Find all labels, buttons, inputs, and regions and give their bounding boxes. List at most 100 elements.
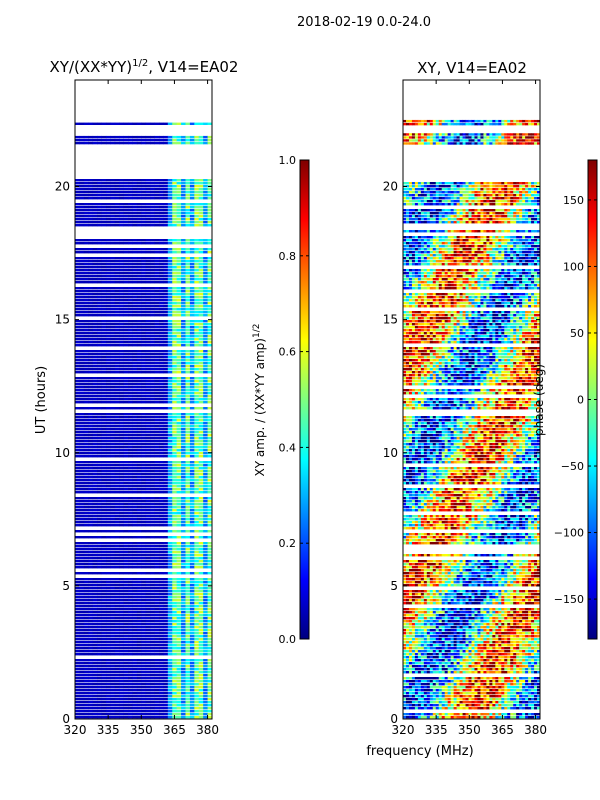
heatmap-cell [207, 437, 213, 440]
heatmap-cell [114, 380, 120, 383]
heatmap-cell [132, 287, 138, 290]
heatmap-cell [132, 371, 138, 374]
heatmap-cell [75, 668, 80, 671]
heatmap-cell [114, 671, 120, 674]
heatmap-cell [75, 578, 80, 581]
heatmap-cell [128, 551, 133, 554]
heatmap-cell [145, 572, 151, 575]
heatmap-cell [163, 209, 169, 212]
heatmap-cell [79, 290, 85, 293]
heatmap-cell [114, 344, 120, 347]
heatmap-cell [110, 263, 116, 266]
heatmap-cell [123, 203, 129, 206]
heatmap-cell [136, 218, 142, 221]
heatmap-cell [163, 647, 169, 650]
heatmap-cell [203, 584, 208, 587]
heatmap-cell [163, 320, 169, 323]
heatmap-cell [207, 380, 213, 383]
heatmap-cell [141, 611, 147, 614]
heatmap-cell [83, 623, 89, 626]
heatmap-cell [176, 707, 182, 710]
heatmap-cell [172, 554, 178, 557]
heatmap-cell [172, 572, 178, 575]
heatmap-cell [194, 659, 200, 662]
heatmap-cell [172, 377, 178, 380]
heatmap-cell [167, 626, 173, 629]
heatmap-cell [172, 560, 178, 563]
heatmap-cell [136, 692, 142, 695]
heatmap-cell [203, 179, 208, 182]
heatmap-cell [145, 335, 151, 338]
heatmap-cell [154, 335, 160, 338]
heatmap-cell [110, 425, 116, 428]
heatmap-cell [83, 644, 89, 647]
heatmap-cell [181, 581, 186, 584]
heatmap-cell [92, 188, 98, 191]
heatmap-cell [207, 260, 213, 263]
heatmap-cell [207, 335, 213, 338]
heatmap-cell [128, 311, 133, 314]
heatmap-cell [79, 248, 85, 251]
heatmap-cell [181, 383, 186, 386]
heatmap-cell [110, 509, 116, 512]
heatmap-cell [128, 332, 133, 335]
heatmap-cell [83, 509, 89, 512]
heatmap-cell [128, 299, 133, 302]
heatmap-cell [101, 188, 107, 191]
heatmap-cell [97, 482, 102, 485]
heatmap-cell [145, 707, 151, 710]
heatmap-cell [158, 578, 164, 581]
heatmap-cell [92, 677, 98, 680]
heatmap-cell [189, 707, 195, 710]
heatmap-cell [198, 521, 204, 524]
heatmap-cell [172, 476, 178, 479]
heatmap-cell [136, 518, 142, 521]
heatmap-cell [194, 332, 200, 335]
heatmap-cell [176, 188, 182, 191]
heatmap-cell [185, 623, 191, 626]
heatmap-cell [97, 263, 102, 266]
heatmap-cell [79, 293, 85, 296]
heatmap-cell [185, 320, 191, 323]
heatmap-cell [167, 359, 173, 362]
heatmap-cell [79, 701, 85, 704]
heatmap-cell [167, 614, 173, 617]
heatmap-cell [110, 665, 116, 668]
heatmap-cell [136, 698, 142, 701]
heatmap-cell [194, 641, 200, 644]
heatmap-cell [114, 326, 120, 329]
heatmap-cell [176, 422, 182, 425]
heatmap-cell [198, 461, 204, 464]
heatmap-cell [141, 548, 147, 551]
heatmap-cell [154, 695, 160, 698]
heatmap-cell [203, 335, 208, 338]
heatmap-cell [92, 308, 98, 311]
heatmap-cell [132, 314, 138, 317]
heatmap-cell [198, 596, 204, 599]
heatmap-cell [110, 182, 116, 185]
heatmap-cell [198, 482, 204, 485]
heatmap-cell [79, 545, 85, 548]
heatmap-cell [92, 548, 98, 551]
heatmap-cell [83, 224, 89, 227]
heatmap-cell [194, 563, 200, 566]
heatmap-cell [136, 638, 142, 641]
heatmap-cell [176, 344, 182, 347]
heatmap-cell [150, 665, 155, 668]
heatmap-cell [88, 557, 94, 560]
heatmap-cell [198, 341, 204, 344]
heatmap-cell [181, 635, 186, 638]
heatmap-cell [163, 191, 169, 194]
heatmap-cell [136, 635, 142, 638]
heatmap-cell [207, 515, 213, 518]
heatmap-cell [75, 431, 80, 434]
heatmap-cell [79, 689, 85, 692]
heatmap-cell [145, 377, 151, 380]
heatmap-cell [185, 221, 191, 224]
heatmap-cell [172, 485, 178, 488]
heatmap-cell [194, 392, 200, 395]
heatmap-cell [176, 272, 182, 275]
heatmap-cell [194, 587, 200, 590]
heatmap-cell [97, 425, 102, 428]
heatmap-cell [172, 551, 178, 554]
